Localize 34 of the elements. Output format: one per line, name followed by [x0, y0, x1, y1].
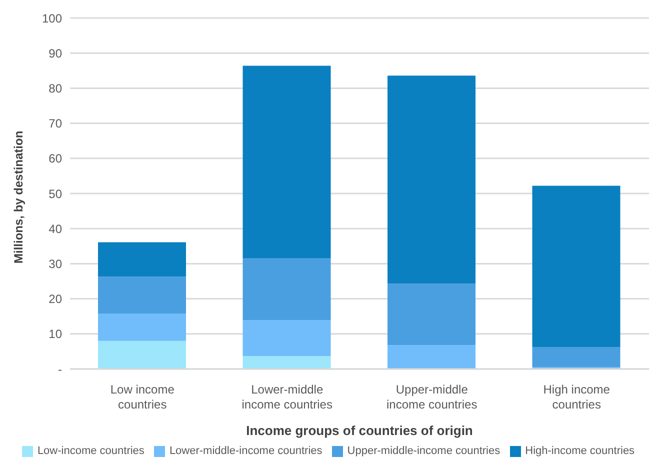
y-tick-label: 20: [48, 292, 62, 306]
x-axis-title: Income groups of countries of origin: [246, 423, 473, 438]
bar: [388, 284, 476, 346]
y-tick-label: 10: [48, 327, 62, 342]
bar: [98, 242, 186, 277]
bar: [242, 320, 331, 356]
y-tick-label: 30: [48, 256, 62, 271]
y-tick-label: -: [58, 362, 62, 376]
legend-label: Lower-middle-income countries: [169, 445, 322, 457]
x-tick-label: High income countries: [543, 382, 610, 412]
x-tick-label: Low income countries: [110, 382, 175, 412]
y-tick-label: 70: [48, 116, 62, 131]
y-tick-label: 90: [48, 46, 62, 60]
bar: [532, 186, 620, 348]
y-tick-label: 80: [48, 81, 62, 96]
bar: [388, 76, 476, 284]
bar: [532, 347, 620, 368]
legend-label: Low-income countries: [37, 445, 144, 457]
bar: [242, 66, 331, 258]
y-tick-label: 60: [48, 152, 62, 166]
y-tick-label: 100: [42, 11, 62, 26]
bar: [98, 340, 186, 369]
y-axis-title: Millions, by destination: [11, 130, 26, 264]
bar: [242, 258, 331, 320]
bar: [98, 276, 186, 314]
bar: [98, 314, 186, 341]
x-tick-label: Lower-middle income countries: [242, 382, 332, 412]
legend-label: High-income countries: [525, 445, 635, 457]
x-tick-label: Upper-middle income countries: [386, 382, 478, 412]
y-tick-label: 50: [48, 186, 62, 201]
bar: [388, 345, 476, 369]
bar: [242, 356, 331, 369]
y-tick-label: 40: [48, 222, 62, 236]
legend-label: Upper-middle-income countries: [347, 445, 500, 457]
